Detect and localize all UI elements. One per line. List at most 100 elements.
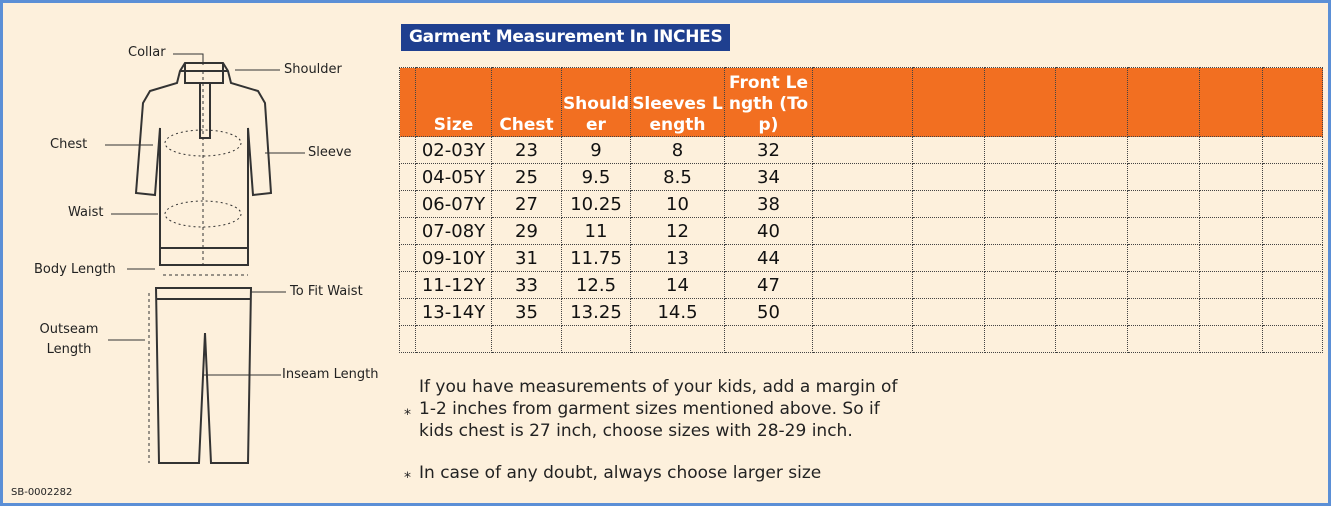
label-arrows xyxy=(105,53,305,376)
table-cell xyxy=(912,217,985,245)
diagram-label: Waist xyxy=(68,205,104,220)
table-cell xyxy=(1127,325,1200,353)
table-cell xyxy=(1055,325,1128,353)
table-cell: 31 xyxy=(491,244,562,272)
bullet: * xyxy=(404,470,411,486)
table-cell xyxy=(1199,163,1263,191)
table-cell: 34 xyxy=(724,163,813,191)
table-body: 02-03Y 23 9 8 32 04-05Y 25 9.5 8.5 34 06-07Y 27 10.2… xyxy=(399,136,1323,353)
table-cell xyxy=(812,271,913,299)
table-cell xyxy=(1055,298,1128,326)
table-cell xyxy=(1127,244,1200,272)
table-cell: 11.75 xyxy=(561,244,631,272)
diagram-label: Outseam Length xyxy=(39,322,99,357)
table-cell xyxy=(724,325,813,353)
table-cell xyxy=(912,136,985,164)
table-cell: 07-08Y xyxy=(415,217,492,245)
table-cell: 27 xyxy=(491,190,562,218)
header-cell xyxy=(984,67,1056,137)
table-cell: 02-03Y xyxy=(415,136,492,164)
table-cell xyxy=(1055,190,1128,218)
table-cell: 9 xyxy=(561,136,631,164)
table-row: 06-07Y 27 10.25 10 38 xyxy=(399,190,1323,218)
table-cell: 14 xyxy=(630,271,725,299)
table-cell: 33 xyxy=(491,271,562,299)
table-cell xyxy=(399,190,416,218)
table-cell xyxy=(1262,298,1323,326)
table-cell xyxy=(1127,271,1200,299)
table-cell xyxy=(912,244,985,272)
table-cell: 11-12Y xyxy=(415,271,492,299)
table-cell: 38 xyxy=(724,190,813,218)
kurta-collar xyxy=(180,63,228,139)
table-row xyxy=(399,325,1323,353)
table-cell xyxy=(912,325,985,353)
table-cell xyxy=(561,325,631,353)
table-cell xyxy=(399,325,416,353)
table-cell xyxy=(1262,217,1323,245)
table-cell xyxy=(1055,217,1128,245)
table-row: 09-10Y 31 11.75 13 44 xyxy=(399,244,1323,272)
table-cell xyxy=(415,325,492,353)
table-cell xyxy=(812,217,913,245)
table-row: 07-08Y 29 11 12 40 xyxy=(399,217,1323,245)
table-cell xyxy=(912,163,985,191)
table-row: 11-12Y 33 12.5 14 47 xyxy=(399,271,1323,299)
table-cell xyxy=(812,136,913,164)
diagram-label: Collar xyxy=(128,45,166,60)
table-cell xyxy=(1127,190,1200,218)
header-cell xyxy=(1127,67,1200,137)
table-cell xyxy=(1262,163,1323,191)
table-cell xyxy=(984,298,1056,326)
table-cell xyxy=(984,244,1056,272)
table-cell: 44 xyxy=(724,244,813,272)
table-cell: 25 xyxy=(491,163,562,191)
table-cell xyxy=(984,163,1056,191)
header-cell xyxy=(1262,67,1323,137)
garment-diagram xyxy=(105,53,305,464)
table-cell xyxy=(984,217,1056,245)
table-cell xyxy=(1127,163,1200,191)
table-row: 04-05Y 25 9.5 8.5 34 xyxy=(399,163,1323,191)
table-cell xyxy=(1199,136,1263,164)
table-cell: 32 xyxy=(724,136,813,164)
header-cell xyxy=(812,67,913,137)
table-cell xyxy=(1262,190,1323,218)
table-cell xyxy=(399,136,416,164)
table-cell xyxy=(912,271,985,299)
diagram-label: Inseam Length xyxy=(282,367,379,382)
table-cell xyxy=(1127,217,1200,245)
chest-guide xyxy=(164,129,242,157)
table-cell: 50 xyxy=(724,298,813,326)
table-cell xyxy=(812,298,913,326)
table-cell: 12.5 xyxy=(561,271,631,299)
table-cell: 47 xyxy=(724,271,813,299)
table-cell xyxy=(1055,244,1128,272)
table-cell xyxy=(399,244,416,272)
waist-guide xyxy=(164,200,242,228)
table-cell xyxy=(1262,136,1323,164)
table-cell xyxy=(812,163,913,191)
table-cell xyxy=(812,244,913,272)
pants-outline xyxy=(154,287,253,464)
diagram-label: Body Length xyxy=(34,262,116,277)
table-cell xyxy=(1262,271,1323,299)
header-cell xyxy=(912,67,985,137)
table-cell xyxy=(984,325,1056,353)
note: If you have measurements of your kids, a… xyxy=(419,377,898,441)
table-cell xyxy=(812,190,913,218)
table-cell xyxy=(1262,325,1323,353)
table-cell: 11 xyxy=(561,217,631,245)
table-cell xyxy=(1127,136,1200,164)
table-cell: 04-05Y xyxy=(415,163,492,191)
header-cell: Shoulder xyxy=(561,67,631,137)
table-cell xyxy=(1199,271,1263,299)
table-cell xyxy=(912,190,985,218)
header-cell: Size xyxy=(415,67,492,137)
table-cell xyxy=(399,163,416,191)
bullet: * xyxy=(404,407,411,423)
table-cell: 06-07Y xyxy=(415,190,492,218)
table-cell xyxy=(1199,244,1263,272)
table-cell: 09-10Y xyxy=(415,244,492,272)
